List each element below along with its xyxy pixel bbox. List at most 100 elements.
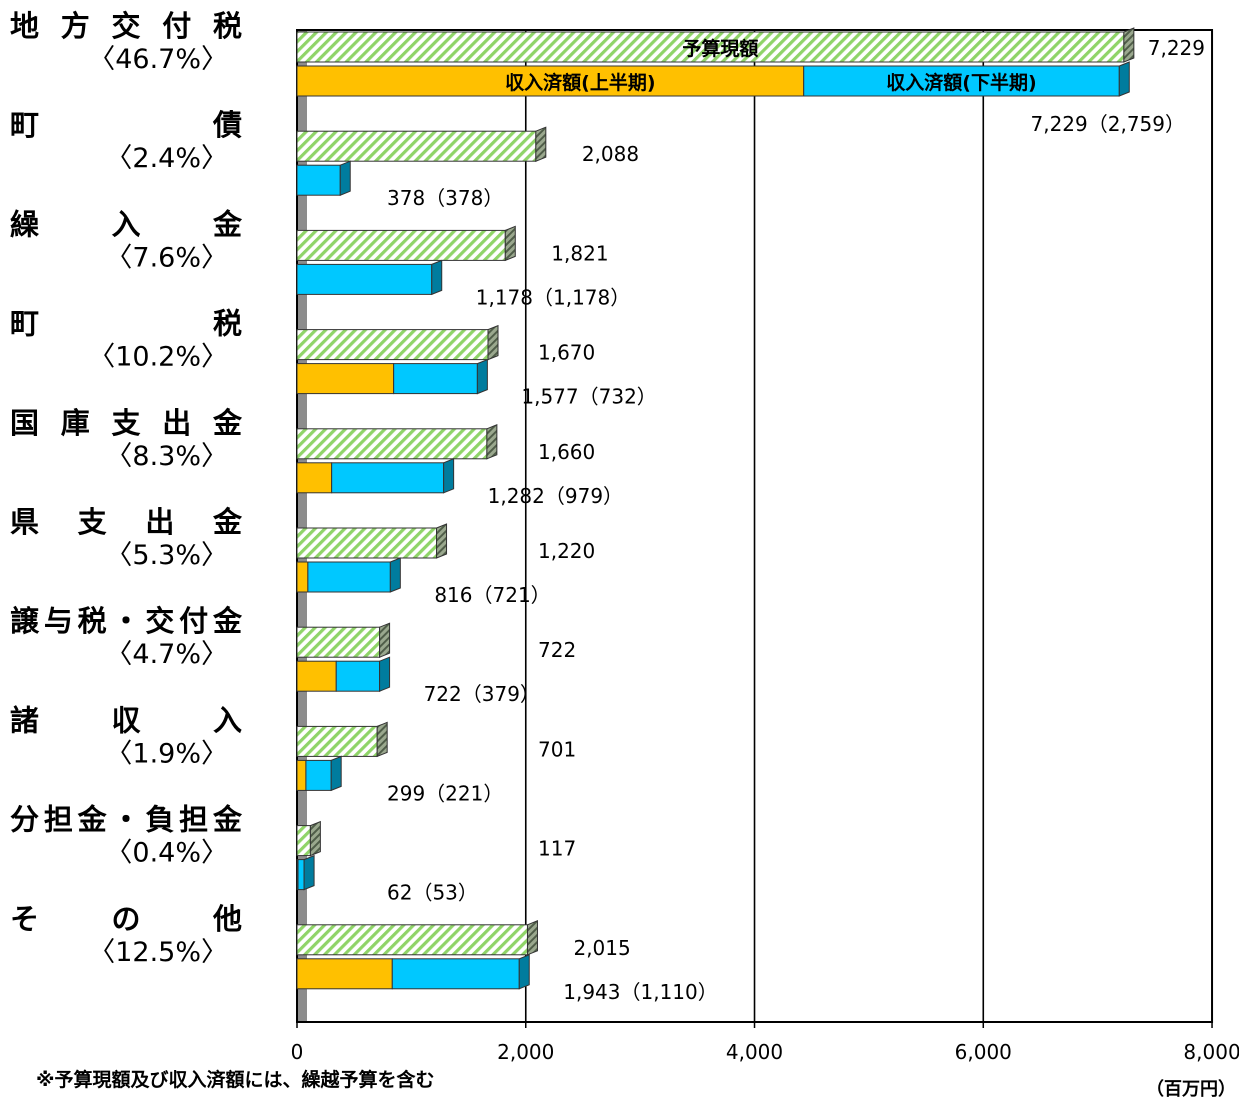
category-share-7: 〈1.9%〉 bbox=[105, 738, 228, 769]
budget-bar-side-1 bbox=[535, 126, 547, 162]
legend-budget: 予算現額 bbox=[682, 37, 758, 60]
category-share-1: 〈2.4%〉 bbox=[105, 143, 228, 174]
category-share-9: 〈12.5%〉 bbox=[88, 937, 228, 968]
category-share-8: 〈0.4%〉 bbox=[105, 838, 228, 869]
category-name-5: 県支出金 bbox=[10, 505, 243, 539]
budget-value-2: 1,821 bbox=[551, 241, 608, 265]
budget-bar-1 bbox=[296, 130, 537, 162]
budget-bar-side-8 bbox=[309, 820, 321, 857]
footnote: ※予算現額及び収入済額には、繰越予算を含む bbox=[36, 1068, 434, 1091]
received-bar-side-6 bbox=[379, 656, 391, 692]
category-name-7: 諸収入 bbox=[10, 703, 242, 737]
category-name-9: その他 bbox=[10, 902, 242, 936]
lower-half-bar-6 bbox=[335, 660, 381, 692]
received-value-6: 722（379） bbox=[424, 682, 540, 706]
upper-half-bar-4 bbox=[296, 462, 333, 494]
received-value-2: 1,178（1,178） bbox=[476, 285, 631, 309]
budget-bar-2 bbox=[296, 229, 506, 261]
budget-value-6: 722 bbox=[538, 638, 576, 662]
category-share-5: 〈5.3%〉 bbox=[105, 540, 228, 571]
received-bar-side-8 bbox=[303, 854, 315, 891]
category-share-0: 〈46.7%〉 bbox=[88, 44, 228, 75]
received-value-9: 1,943（1,110） bbox=[563, 980, 718, 1004]
x-tick-label-4000: 4,000 bbox=[726, 1040, 783, 1064]
unit-label: （百万円） bbox=[1146, 1079, 1236, 1100]
upper-half-bar-5 bbox=[296, 561, 309, 593]
received-value-5: 816（721） bbox=[434, 583, 550, 607]
budget-bar-side-9 bbox=[526, 920, 538, 956]
received-value-8: 62（53） bbox=[387, 881, 478, 905]
lower-half-bar-9 bbox=[391, 958, 520, 990]
category-share-2: 〈7.6%〉 bbox=[105, 242, 228, 273]
budget-value-4: 1,660 bbox=[538, 440, 595, 464]
received-value-1: 378（378） bbox=[387, 186, 503, 210]
lower-half-bar-0 bbox=[803, 65, 1120, 97]
budget-value-8: 117 bbox=[538, 837, 576, 861]
budget-bar-6 bbox=[296, 626, 381, 658]
budget-bar-side-7 bbox=[376, 721, 388, 758]
budget-value-1: 2,088 bbox=[582, 142, 639, 166]
category-name-8: 分担金・負担金 bbox=[10, 803, 243, 837]
received-value-7: 299（221） bbox=[387, 781, 503, 805]
received-value-3: 1,577（732） bbox=[521, 385, 656, 409]
lower-half-bar-2 bbox=[296, 263, 433, 295]
lower-half-bar-4 bbox=[331, 462, 445, 494]
budget-bar-side-5 bbox=[436, 523, 448, 559]
received-bar-side-3 bbox=[476, 358, 488, 395]
received-bar-side-4 bbox=[443, 458, 455, 494]
category-name-0: 地方交付税 bbox=[10, 9, 242, 43]
lower-half-bar-5 bbox=[307, 561, 391, 593]
legend-lower-half: 収入済額(下半期) bbox=[886, 71, 1036, 94]
received-bar-side-1 bbox=[339, 160, 351, 196]
received-bar-side-7 bbox=[330, 755, 342, 792]
category-share-6: 〈4.7%〉 bbox=[105, 639, 228, 670]
received-value-0: 7,229（2,759） bbox=[1030, 112, 1185, 136]
budget-bar-3 bbox=[296, 329, 489, 361]
category-share-3: 〈10.2%〉 bbox=[88, 342, 228, 373]
budget-value-9: 2,015 bbox=[573, 936, 630, 960]
budget-bar-side-2 bbox=[504, 225, 516, 262]
category-name-1: 町債 bbox=[10, 108, 242, 142]
budget-bar-5 bbox=[296, 527, 438, 559]
budget-bar-4 bbox=[296, 428, 488, 460]
upper-half-bar-6 bbox=[296, 660, 337, 692]
budget-value-0: 7,229 bbox=[1148, 36, 1205, 60]
budget-bar-8 bbox=[296, 825, 311, 857]
gridlines bbox=[524, 30, 985, 1022]
x-tick-label-2000: 2,000 bbox=[497, 1040, 554, 1064]
axis-wall bbox=[298, 31, 307, 1021]
budget-bar-7 bbox=[296, 725, 378, 757]
category-share-4: 〈8.3%〉 bbox=[105, 441, 228, 472]
budget-value-3: 1,670 bbox=[538, 341, 595, 365]
category-name-6: 譲与税・交付金 bbox=[10, 604, 243, 638]
lower-half-bar-8 bbox=[297, 859, 305, 891]
received-bar-side-0 bbox=[1118, 61, 1130, 97]
lower-half-bar-3 bbox=[393, 363, 478, 395]
upper-half-bar-3 bbox=[296, 363, 395, 395]
budget-bar-side-6 bbox=[379, 622, 391, 658]
received-bar-side-5 bbox=[389, 557, 401, 593]
received-value-4: 1,282（979） bbox=[488, 484, 623, 508]
bars bbox=[296, 27, 1135, 990]
budget-value-7: 701 bbox=[538, 737, 576, 761]
budget-bar-side-0 bbox=[1123, 27, 1135, 63]
budget-bar-9 bbox=[296, 924, 528, 956]
received-bar-side-9 bbox=[518, 954, 530, 990]
upper-half-bar-9 bbox=[296, 958, 393, 990]
category-name-3: 町税 bbox=[10, 307, 242, 341]
received-bar-side-2 bbox=[431, 259, 443, 296]
x-tick-label-0: 0 bbox=[291, 1040, 304, 1064]
x-tick-label-8000: 8,000 bbox=[1183, 1040, 1239, 1064]
lower-half-bar-1 bbox=[296, 164, 341, 196]
x-tick-label-6000: 6,000 bbox=[955, 1040, 1012, 1064]
x-axis: 0 2,000 4,000 6,000 8,000 bbox=[291, 1022, 1239, 1064]
budget-bar-side-4 bbox=[486, 424, 498, 460]
category-name-2: 繰入金 bbox=[10, 207, 243, 241]
upper-half-bar-7 bbox=[296, 759, 307, 791]
legend-upper-half: 収入済額(上半期) bbox=[505, 71, 655, 94]
category-name-4: 国庫支出金 bbox=[10, 406, 243, 440]
lower-half-bar-7 bbox=[305, 759, 332, 791]
budget-value-5: 1,220 bbox=[538, 539, 595, 563]
budget-bar-side-3 bbox=[487, 324, 499, 361]
